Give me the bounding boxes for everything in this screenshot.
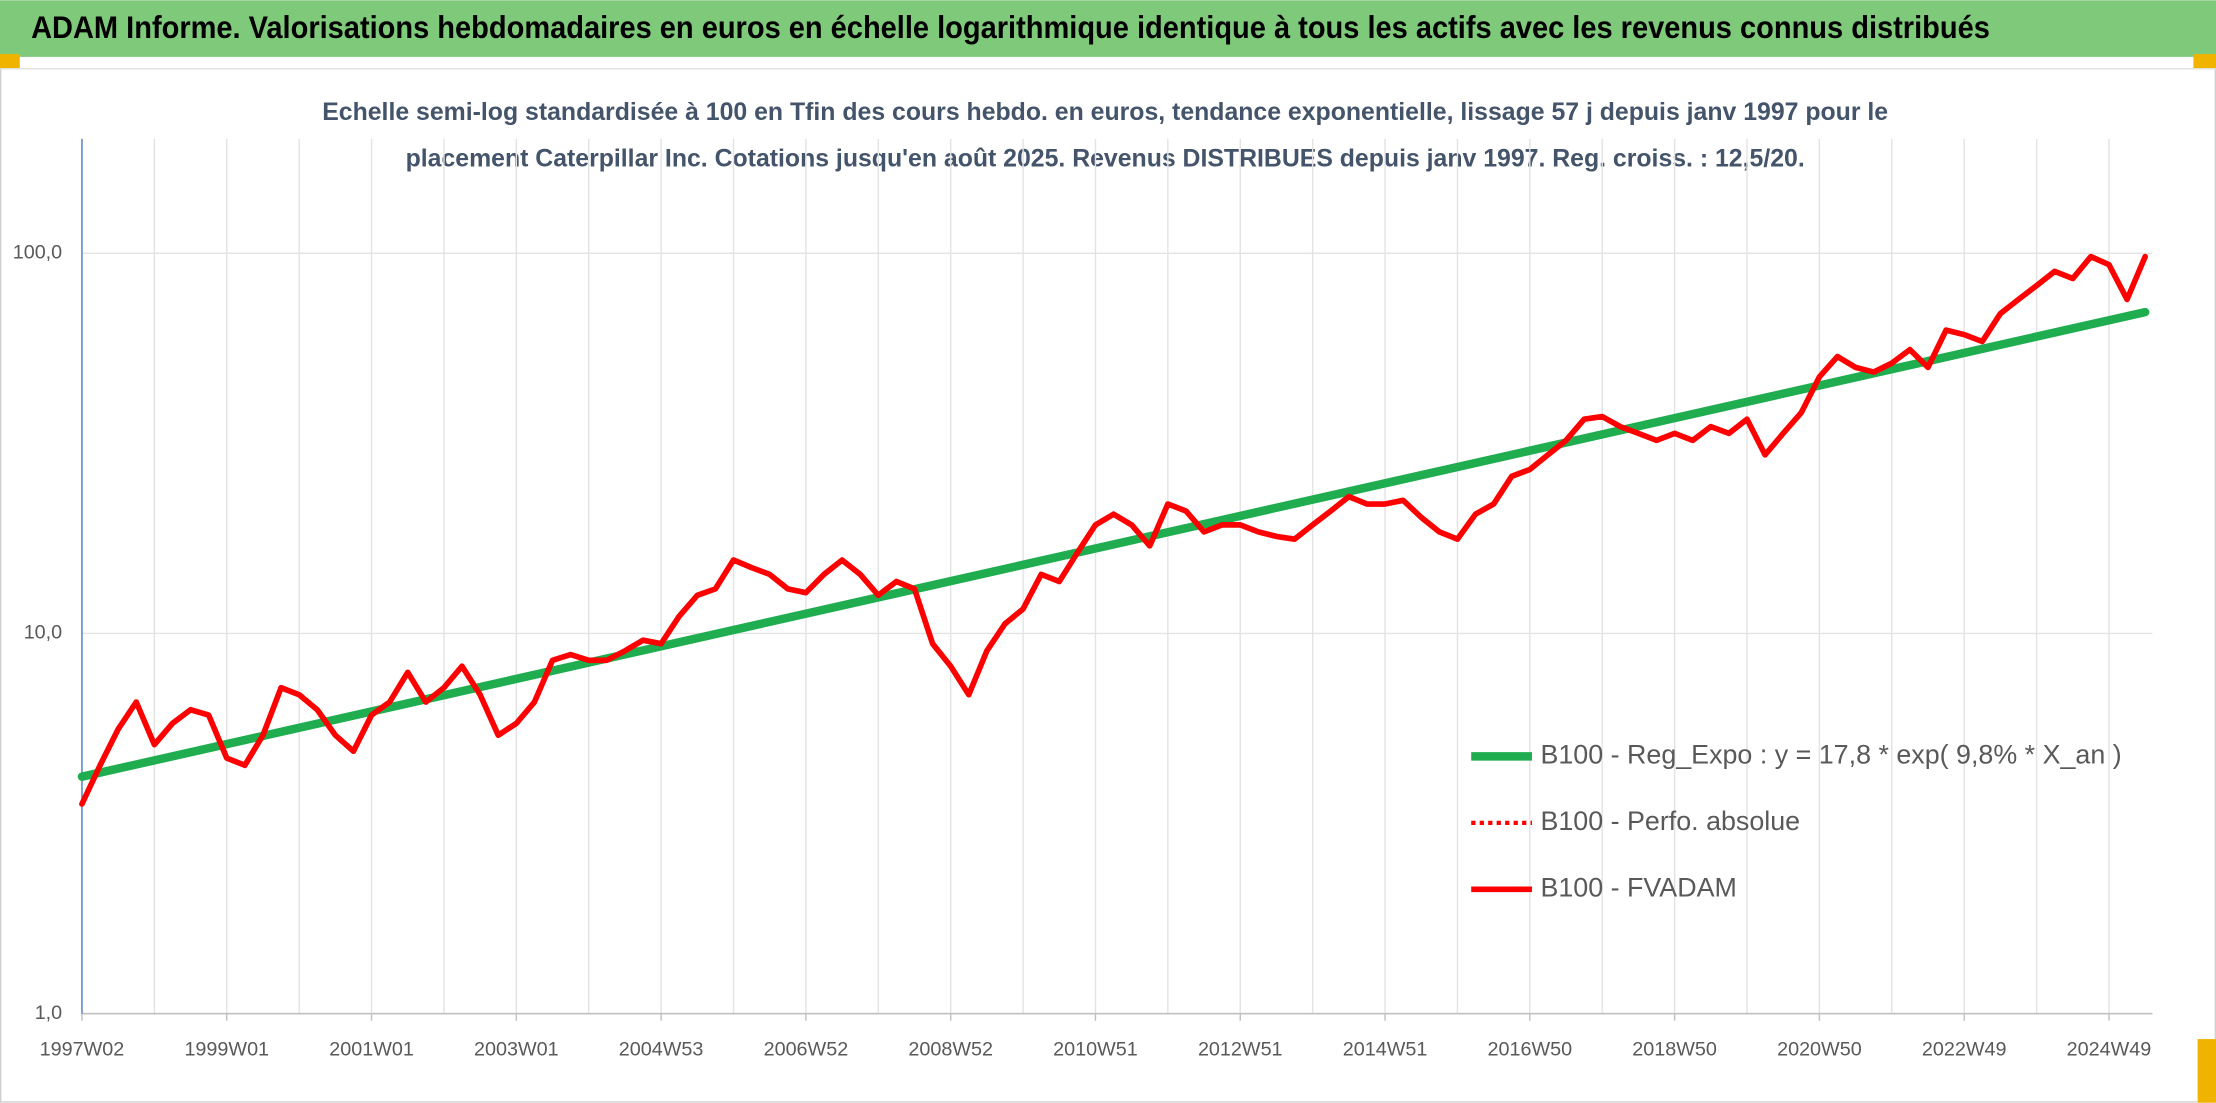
x-tick-label: 2016W50	[1488, 1039, 1573, 1061]
x-tick-label: 2008W52	[908, 1039, 993, 1061]
y-tick-label: 1,0	[35, 1002, 62, 1024]
series-line	[79, 253, 2148, 807]
x-tick-label: 2010W51	[1053, 1039, 1138, 1061]
chart-subtitle: placement Caterpillar Inc. Cotations jus…	[406, 145, 1805, 173]
legend-label: B100 - Reg_Expo : y = 17,8 * exp( 9,8% *…	[1540, 740, 2121, 770]
legend: B100 - Reg_Expo : y = 17,8 * exp( 9,8% *…	[1471, 740, 2122, 902]
x-tick-label: 2020W50	[1777, 1039, 1862, 1061]
separator	[0, 68, 2216, 70]
grid: 1997W02 1999W01 2001W01 2003W01 2004W53 2006W…	[13, 138, 2153, 1061]
x-tick-label: 2018W50	[1632, 1039, 1717, 1061]
x-tick-label: 2012W51	[1198, 1039, 1283, 1061]
page-title: ADAM Informe. Valorisations hebdomadaire…	[31, 10, 1990, 45]
legend-label: B100 - FVADAM	[1540, 872, 1736, 902]
y-tick-label: 10,0	[24, 622, 62, 644]
x-tick-label: 2003W01	[474, 1039, 559, 1061]
x-tick-label: 2024W49	[2067, 1039, 2152, 1061]
x-tick-label: 1999W01	[184, 1039, 269, 1061]
legend-label: B100 - Perfo. absolue	[1540, 806, 1800, 836]
header-band	[0, 0, 2216, 57]
x-tick-label: 2004W53	[619, 1039, 704, 1061]
plot	[77, 253, 2150, 807]
corner	[2197, 1039, 2216, 1103]
chart-subtitle: Echelle semi-log standardisée à 100 en T…	[322, 98, 1888, 126]
x-tick-label: 2014W51	[1343, 1039, 1428, 1061]
y-tick-label: 100,0	[13, 241, 62, 263]
x-tick-label: 2001W01	[329, 1039, 414, 1061]
corner	[0, 54, 20, 69]
x-tick-label: 2022W49	[1922, 1039, 2007, 1061]
corner	[2193, 54, 2216, 69]
x-tick-label: 1997W02	[40, 1039, 125, 1061]
x-tick-label: 2006W52	[764, 1039, 849, 1061]
